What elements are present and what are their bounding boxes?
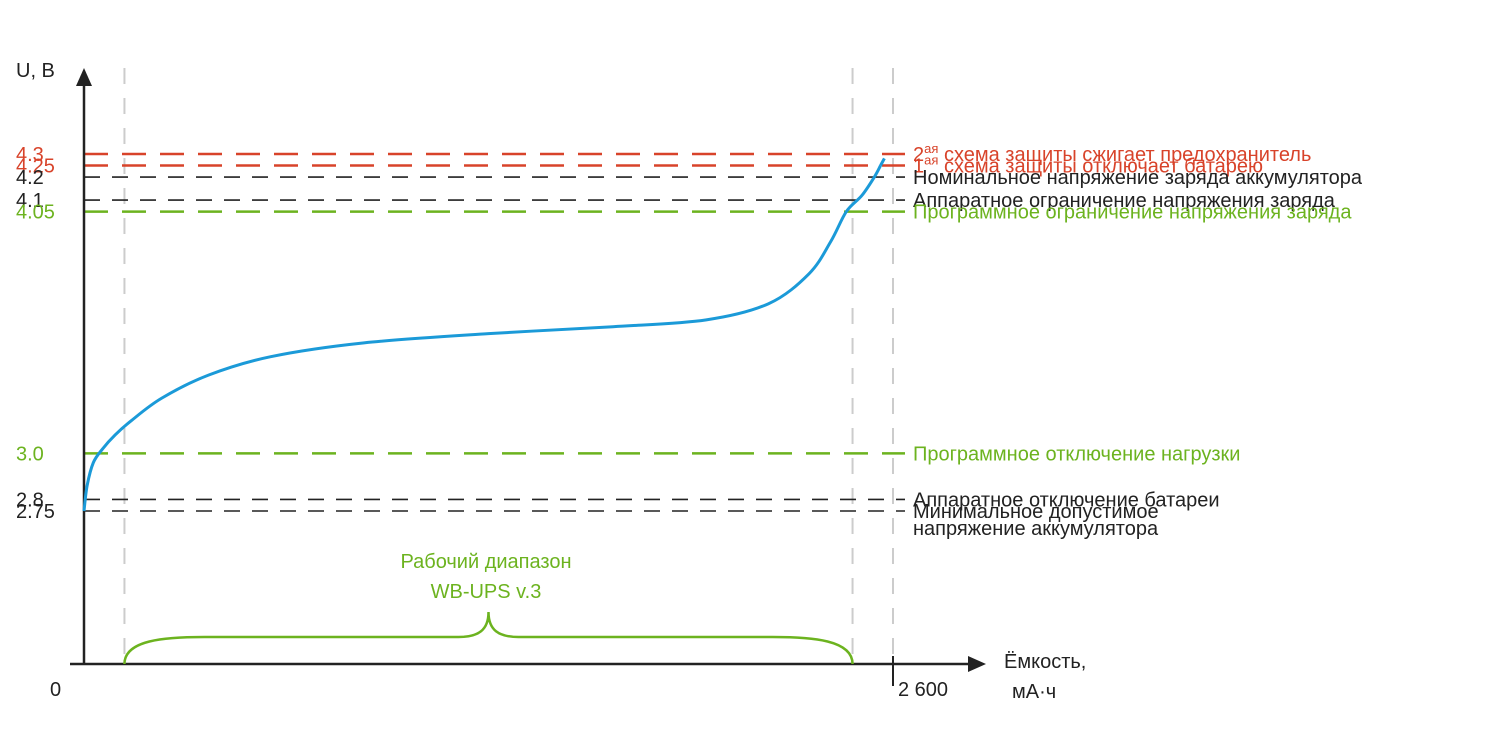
level-label-4.05: Программное ограничение напряжения заряд… xyxy=(913,202,1352,224)
y-tick-label-2.8: 2.8 xyxy=(16,489,44,511)
y-tick-label-4.25: 4.25 xyxy=(16,156,55,178)
level-label-3.0: Программное отключение нагрузки xyxy=(913,443,1240,465)
working-range-brace-path xyxy=(123,611,854,665)
working-range-label-line2: WB-UPS v.3 xyxy=(431,581,542,603)
y-tick-label-4.1: 4.1 xyxy=(16,190,44,212)
x-tick-label-2600: 2 600 xyxy=(898,679,948,701)
working-range-brace xyxy=(123,611,854,665)
x-tick-label-0: 0 xyxy=(50,679,61,701)
level-label-4.2: Номинальное напряжение заряда аккумулято… xyxy=(913,167,1363,189)
x-axis-arrow xyxy=(968,656,986,672)
y-axis-title: U, В xyxy=(16,60,55,82)
voltage-level-lines: 4.3 2ая схема защиты сжигает предохраните… xyxy=(16,141,1363,540)
working-range-label-line1: Рабочий диапазон xyxy=(400,551,571,573)
vertical-guide-lines xyxy=(123,68,894,662)
x-axis-title: Ёмкость, xyxy=(1004,651,1086,673)
level-label-4.1: Аппаратное ограничение напряжения заряда xyxy=(913,190,1336,212)
level-label-4.25: 1ая схема защиты отключает батарею xyxy=(913,153,1263,178)
discharge-curve xyxy=(82,153,889,512)
x-axis-unit: мА·ч xyxy=(1012,681,1056,703)
y-tick-label-4.3: 4.3 xyxy=(16,144,44,166)
level-label-2.8: Аппаратное отключение батареи xyxy=(913,489,1220,511)
y-tick-label-2.75: 2.75 xyxy=(16,501,55,523)
y-tick-label-3.0: 3.0 xyxy=(16,443,44,465)
level-label-2.75: Минимальное допустимое xyxy=(913,501,1159,523)
y-tick-label-4.2: 4.2 xyxy=(16,167,44,189)
series-0-line-dashed xyxy=(879,153,889,167)
y-axis-arrow xyxy=(76,68,92,86)
level-label-2.75-line2: напряжение аккумулятора xyxy=(913,518,1159,540)
y-tick-label-4.05: 4.05 xyxy=(16,202,55,224)
series-0-line xyxy=(82,164,882,512)
level-label-4.3: 2ая схема защиты сжигает предохранитель xyxy=(913,141,1311,166)
